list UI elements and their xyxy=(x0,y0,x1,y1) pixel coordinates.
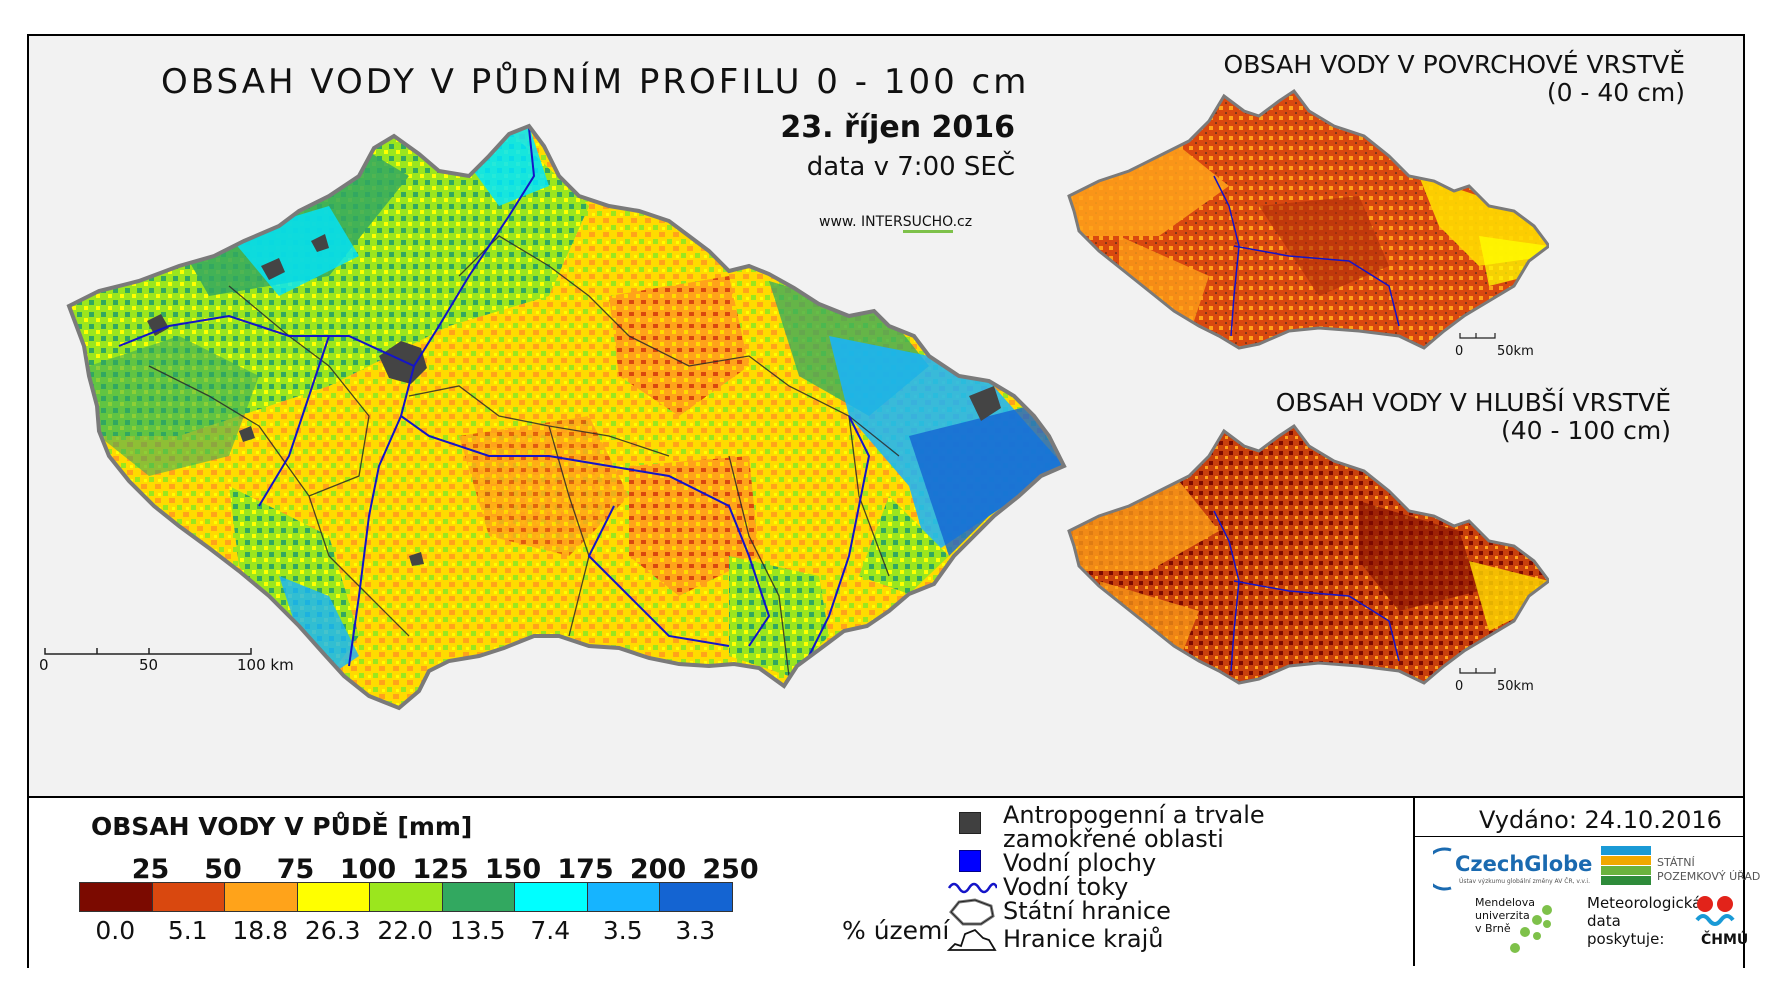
mendel-logo-text-3: v Brně xyxy=(1475,922,1511,935)
map-area: OBSAH VODY V PŮDNÍM PROFILU 0 - 100 cm 2… xyxy=(29,36,1743,796)
spu-logo-text-1: STÁTNÍ xyxy=(1657,856,1695,869)
state-border-symbol xyxy=(948,898,995,926)
chmu-logo-text: ČHMÚ xyxy=(1701,932,1749,948)
legend-swatch xyxy=(586,882,660,912)
legend-class-break: 175 xyxy=(557,854,614,885)
legend-class-break: 200 xyxy=(629,854,687,885)
legend-area: OBSAH VODY V PŮDĚ [mm] 25 50 75 100 125 150 17… xyxy=(29,796,1760,968)
mendel-logo-dots xyxy=(1510,905,1552,953)
legend-rivers-label: Vodní toky xyxy=(1003,873,1129,901)
main-map-time: data v 7:00 SEČ xyxy=(806,152,1015,182)
legend-percent-value: 13.5 xyxy=(449,916,506,945)
mendel-logo-text-1: Mendelova xyxy=(1475,896,1536,909)
legend-percent-value: 18.8 xyxy=(232,916,289,945)
surface-scale-label-50: 50km xyxy=(1497,344,1534,359)
legend-region-border-label: Hranice krajů xyxy=(1003,925,1164,953)
legend-swatch xyxy=(514,882,588,912)
deep-scale-label-50: 50km xyxy=(1497,679,1534,694)
legend-swatch xyxy=(369,882,443,912)
url-suffix: .cz xyxy=(952,214,973,230)
legend-class-break: 125 xyxy=(412,854,469,885)
spu-logo xyxy=(1601,846,1651,885)
legend-swatch xyxy=(79,882,153,912)
mendel-logo-text-2: univerzita xyxy=(1475,909,1530,922)
water-area-symbol xyxy=(959,850,981,872)
intersucho-url[interactable]: www. INTERSUCHO.cz xyxy=(819,214,973,233)
url-highlight: SUCHO xyxy=(902,214,953,233)
meteo-text-1: Meteorologická xyxy=(1587,894,1702,912)
surface-map-subtitle: (0 - 40 cm) xyxy=(1546,78,1685,107)
czechglobe-logo-subtext: Ústav výzkumu globální změny AV ČR, v.v.… xyxy=(1459,878,1590,885)
legend-class-break: 50 xyxy=(204,854,242,885)
legend-anthropogenic-label-2: zamokřené oblasti xyxy=(1003,825,1224,853)
main-map-date: 23. říjen 2016 xyxy=(780,110,1015,145)
legend-divider xyxy=(1413,798,1415,966)
legend-water-areas-label: Vodní plochy xyxy=(1003,849,1157,877)
state-border xyxy=(66,123,1067,711)
legend-class-break: 25 xyxy=(131,854,170,885)
legend-anthropogenic-label-1: Antropogenní a trvale xyxy=(1003,801,1265,829)
main-scale-label-0: 0 xyxy=(39,656,49,674)
deep-map-title: OBSAH VODY V HLUBŠÍ VRSTVĚ xyxy=(1275,388,1671,417)
main-scale-bar xyxy=(44,648,252,655)
legend-class-break: 100 xyxy=(339,854,397,885)
spu-logo-text-2: POZEMKOVÝ ÚŘAD xyxy=(1657,870,1761,883)
legend-state-border-label: Státní hranice xyxy=(1003,897,1171,925)
legend-percent-value: 5.1 xyxy=(167,916,208,945)
river-line-symbol xyxy=(947,882,997,894)
main-map-title: OBSAH VODY V PŮDNÍM PROFILU 0 - 100 cm xyxy=(161,62,1030,102)
surface-scale-label-0: 0 xyxy=(1455,344,1464,359)
legend-swatch xyxy=(224,882,298,912)
legend-percent-value: 0.0 xyxy=(95,916,136,945)
legend-percent-unit: % území xyxy=(842,916,950,945)
legend-swatch xyxy=(441,882,515,912)
url-prefix: www. INTER xyxy=(819,214,903,230)
chmu-logo-icon xyxy=(1695,896,1735,926)
surface-map-title: OBSAH VODY V POVRCHOVÉ VRSTVĚ xyxy=(1223,50,1685,79)
anthropogenic-area-symbol xyxy=(959,812,981,834)
deep-scale-label-0: 0 xyxy=(1455,679,1464,694)
legend-percent-value: 3.5 xyxy=(602,916,643,945)
main-soil-water-map xyxy=(44,123,1067,711)
region-border-symbol xyxy=(947,928,997,951)
legend-percent-value: 26.3 xyxy=(304,916,361,945)
legend-class-break: 75 xyxy=(276,854,315,885)
map-frame: OBSAH VODY V PŮDNÍM PROFILU 0 - 100 cm 2… xyxy=(27,34,1760,968)
legend-swatch xyxy=(659,882,733,912)
legend-percent-value: 3.3 xyxy=(675,916,716,945)
meteo-text-2: data xyxy=(1587,912,1621,930)
meteo-text-3: poskytuje: xyxy=(1587,930,1665,948)
legend-swatch xyxy=(151,882,225,912)
legend-percent-value: 7.4 xyxy=(530,916,571,945)
main-scale-label-100: 100 km xyxy=(237,656,294,674)
issued-divider xyxy=(1413,836,1743,837)
region-borders xyxy=(148,235,900,677)
czechglobe-logo xyxy=(1433,847,1452,891)
issued-date: Vydáno: 24.10.2016 xyxy=(1479,806,1722,834)
czechglobe-logo-text: CzechGlobe xyxy=(1455,852,1593,876)
legend-class-break: 150 xyxy=(484,854,542,885)
river-network xyxy=(118,127,871,667)
deep-layer-map xyxy=(1067,423,1549,685)
legend-percent-value: 22.0 xyxy=(377,916,434,945)
legend-class-break: 250 xyxy=(702,854,759,885)
main-scale-label-50: 50 xyxy=(139,656,159,674)
deep-map-subtitle: (40 - 100 cm) xyxy=(1501,416,1671,445)
legend-swatch xyxy=(296,882,370,912)
anthropogenic-areas xyxy=(147,234,1001,566)
legend-title: OBSAH VODY V PŮDĚ [mm] xyxy=(91,812,473,841)
surface-layer-map xyxy=(1067,88,1549,350)
